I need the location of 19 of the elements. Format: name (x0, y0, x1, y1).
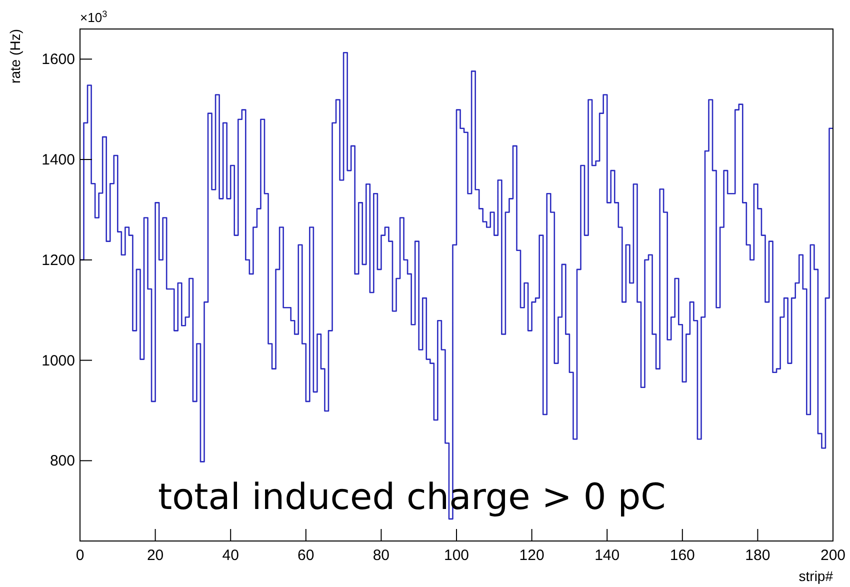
x-tick-label: 80 (372, 547, 390, 564)
x-axis-title: strip# (798, 568, 834, 584)
y-tick-label: 1200 (42, 252, 75, 269)
y-axis-title: rate (Hz) (7, 29, 23, 84)
x-tick-label: 160 (670, 547, 695, 564)
x-tick-label: 200 (820, 547, 846, 564)
x-tick-label: 20 (146, 547, 164, 564)
x-tick-label: 120 (519, 547, 544, 564)
x-tick-label: 0 (76, 547, 84, 564)
y-tick-label: 1600 (42, 51, 75, 68)
x-tick-label: 140 (594, 547, 620, 564)
y-tick-label: 1400 (42, 152, 75, 169)
x-tick-label: 40 (222, 547, 239, 564)
x-tick-label: 180 (745, 547, 770, 564)
x-tick-label: 60 (298, 547, 314, 564)
text: ×10$^{3}$ (80, 9, 108, 25)
y-tick-label: 800 (50, 452, 75, 470)
x-tick-label: 100 (444, 547, 470, 564)
y-tick-label: 1000 (42, 352, 75, 370)
